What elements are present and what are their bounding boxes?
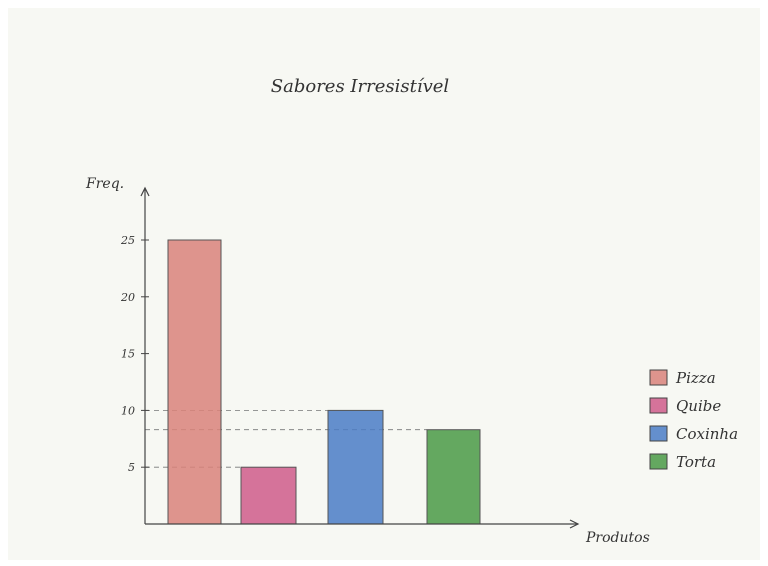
- y-tick-label-20: 20: [120, 291, 135, 304]
- bars: [167, 239, 481, 525]
- legend-swatch-coxinha: [649, 425, 668, 442]
- paper-sheet: Sabores Irresistível Freq. Produtos 5 10 1…: [8, 8, 760, 560]
- legend: Pizza Quibe Coxinha Torta: [649, 369, 738, 471]
- bar-pizza: [167, 239, 222, 525]
- y-tick-label-10: 10: [121, 404, 135, 417]
- y-ticks: 5 10 15 20 25: [120, 234, 149, 474]
- legend-label-torta: Torta: [676, 453, 716, 471]
- x-axis-arrow: [569, 519, 580, 529]
- y-tick-label-15: 15: [121, 348, 135, 361]
- chart-title: Sabores Irresistível: [271, 76, 450, 97]
- y-axis-arrow: [140, 186, 150, 197]
- bar-chart: Sabores Irresistível Freq. Produtos 5 10 1…: [85, 76, 738, 546]
- legend-swatch-torta: [649, 453, 668, 470]
- y-tick-label-5: 5: [128, 461, 135, 474]
- legend-label-coxinha: Coxinha: [676, 425, 738, 443]
- bar-quibe: [240, 466, 297, 525]
- legend-label-pizza: Pizza: [675, 369, 716, 387]
- y-tick-label-25: 25: [120, 234, 135, 247]
- x-axis-label: Produtos: [585, 530, 650, 546]
- legend-label-quibe: Quibe: [676, 397, 721, 415]
- bar-torta: [426, 429, 481, 525]
- legend-swatch-quibe: [649, 397, 668, 414]
- y-axis-label: Freq.: [85, 176, 124, 192]
- bar-coxinha: [327, 409, 384, 525]
- axes: [140, 186, 580, 529]
- legend-swatch-pizza: [649, 369, 668, 386]
